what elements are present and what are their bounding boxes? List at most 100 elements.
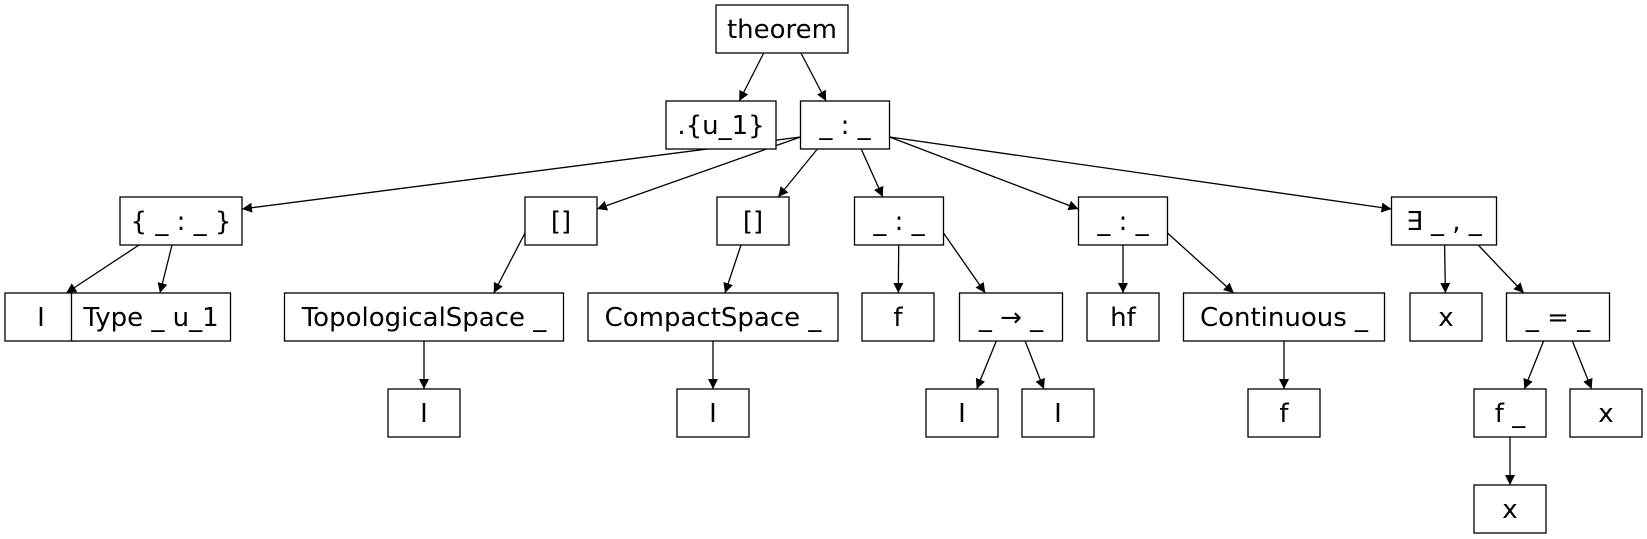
node-box [70,292,232,342]
tree-node-I3: I [676,388,750,438]
node-label: x [1502,495,1517,525]
tree-node-I5: I [1021,388,1095,438]
edge-colon1-to-inst2 [777,148,818,198]
node-box [676,388,750,438]
tree-node-x2: x [1569,388,1643,438]
edge-colon2-to-arrow [942,232,986,294]
node-layer: theorem .{u_1} _ : _ { _ : _ } [] [] _ : _ _ : … [4,4,1643,534]
tree-node-colon3: _ : _ [1077,196,1169,246]
node-label: I [420,399,428,429]
tree-node-f1: f [861,292,935,342]
node-label: f _ [1495,399,1526,429]
edge-inst1-to-topo [493,232,526,294]
node-box [1247,388,1321,438]
node-box [861,292,935,342]
node-box [715,4,849,54]
tree-node-x3: x [1473,484,1547,534]
tree-node-exists: ∃ _ , _ [1390,196,1498,246]
tree-node-theorem: theorem [715,4,849,54]
node-box [4,292,78,342]
tree-node-inst2: [] [716,196,790,246]
node-label: TopologicalSpace _ [301,303,548,333]
edge-arrow-to-I5 [1024,340,1045,390]
node-box [387,388,461,438]
tree-node-compact: CompactSpace _ [587,292,839,342]
node-box [1473,388,1547,438]
node-label: f [1279,399,1289,429]
tree-node-I1: I [4,292,78,342]
edge-implicit-to-I1 [65,244,140,294]
tree-node-cont: Continuous _ [1182,292,1386,342]
tree-node-inst1: [] [524,196,598,246]
tree-node-f2: f [1247,388,1321,438]
node-box [925,388,999,438]
node-box [958,292,1064,342]
node-label: .{u_1} [677,111,764,141]
edge-colon3-to-cont [1167,232,1235,294]
node-label: Type _ u_1 [82,303,218,333]
tree-node-topo: TopologicalSpace _ [283,292,565,342]
edge-implicit-to-type [157,244,173,294]
tree-node-univ: .{u_1} [665,100,777,150]
edge-colon1-to-colon3 [889,136,1079,211]
node-box [1077,196,1169,246]
node-box [1505,292,1611,342]
tree-node-I4: I [925,388,999,438]
node-box [1569,388,1643,438]
node-label: _ : _ [1096,207,1149,237]
edge-exists-to-eq [1477,244,1525,294]
tree-node-I2: I [387,388,461,438]
node-label: [] [743,207,763,237]
node-box [1182,292,1386,342]
tree-node-hf: hf [1086,292,1160,342]
node-box [587,292,839,342]
edge-theorem-to-colon1 [800,52,827,102]
node-label: ∃ _ , _ [1406,207,1482,237]
tree-node-fapp: f _ [1473,388,1547,438]
node-box [665,100,777,150]
node-label: hf [1110,303,1136,333]
node-label: _ : _ [818,111,871,141]
node-box [524,196,598,246]
tree-node-colon1: _ : _ [799,100,891,150]
node-label: CompactSpace _ [605,303,823,333]
edge-arrow-to-I4 [975,340,997,390]
node-box [1021,388,1095,438]
node-label: I [958,399,966,429]
node-box [716,196,790,246]
edge-eq-to-fapp [1523,340,1545,390]
node-label: x [1598,399,1613,429]
node-label: Continuous _ [1200,303,1369,333]
node-box [283,292,565,342]
edge-inst2-to-compact [723,244,742,294]
tree-node-implicit: { _ : _ } [119,196,243,246]
tree-node-type: Type _ u_1 [70,292,232,342]
node-label: I [1054,399,1062,429]
node-box [1086,292,1160,342]
node-label: _ = _ [1525,303,1591,333]
node-box [799,100,891,150]
edge-theorem-to-univ [738,52,765,102]
edge-eq-to-x2 [1571,340,1593,390]
tree-node-x1: x [1409,292,1483,342]
node-box [1473,484,1547,534]
tree-node-arrow: _ → _ [958,292,1064,342]
edge-exists-to-x1 [1440,244,1451,294]
tree-node-eq: _ = _ [1505,292,1611,342]
node-box [853,196,945,246]
node-box [1390,196,1498,246]
node-box [119,196,243,246]
node-label: I [709,399,717,429]
node-label: _ : _ [872,207,925,237]
node-label: theorem [727,15,837,45]
node-box [1409,292,1483,342]
node-label: { _ : _ } [131,207,232,237]
node-label: x [1438,303,1453,333]
node-label: f [893,303,903,333]
edge-colon1-to-exists [889,136,1392,213]
edge-colon1-to-colon2 [860,148,884,198]
node-label: I [37,303,45,333]
tree-node-colon2: _ : _ [853,196,945,246]
node-label: _ → _ [978,303,1044,333]
